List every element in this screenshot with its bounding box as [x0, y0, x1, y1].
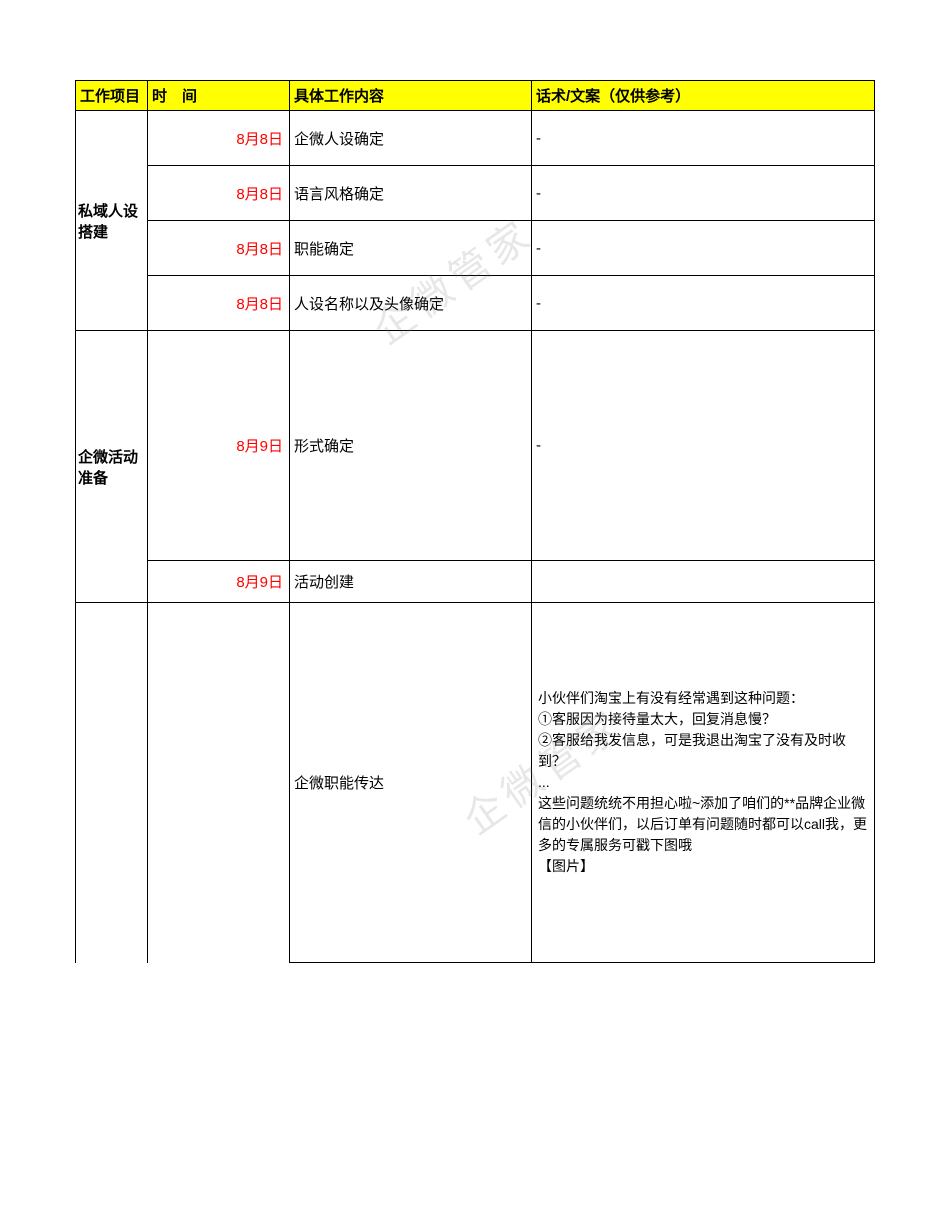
date-cell: 8月8日: [148, 276, 290, 331]
table-row: 8月8日 职能确定 -: [76, 221, 875, 276]
table-row: 企微职能传达 小伙伴们淘宝上有没有经常遇到这种问题：①客服因为接待量太大，回复消…: [76, 603, 875, 963]
content-cell: 职能确定: [290, 221, 532, 276]
table-row: 8月9日 活动创建: [76, 561, 875, 603]
content-cell: 活动创建: [290, 561, 532, 603]
work-plan-table: 工作项目 时 间 具体工作内容 话术/文案（仅供参考） 私域人设搭建 8月8日 …: [75, 80, 875, 963]
table-header-row: 工作项目 时 间 具体工作内容 话术/文案（仅供参考）: [76, 81, 875, 111]
script-cell: [532, 561, 875, 603]
project-cell: [76, 603, 148, 963]
date-cell: 8月8日: [148, 221, 290, 276]
content-cell: 形式确定: [290, 331, 532, 561]
script-cell: -: [532, 276, 875, 331]
script-cell: -: [532, 111, 875, 166]
date-cell: 8月9日: [148, 561, 290, 603]
content-cell: 企微人设确定: [290, 111, 532, 166]
date-cell: 8月8日: [148, 111, 290, 166]
table-row: 企微活动准备 8月9日 形式确定 -: [76, 331, 875, 561]
date-cell: 8月8日: [148, 166, 290, 221]
script-cell: -: [532, 166, 875, 221]
header-script: 话术/文案（仅供参考）: [532, 81, 875, 111]
header-project: 工作项目: [76, 81, 148, 111]
table-row: 私域人设搭建 8月8日 企微人设确定 -: [76, 111, 875, 166]
project-cell: 企微活动准备: [76, 331, 148, 603]
content-cell: 人设名称以及头像确定: [290, 276, 532, 331]
content-cell: 企微职能传达: [290, 603, 532, 963]
table-row: 8月8日 语言风格确定 -: [76, 166, 875, 221]
table-row: 8月8日 人设名称以及头像确定 -: [76, 276, 875, 331]
header-time: 时 间: [148, 81, 290, 111]
date-cell: 8月9日: [148, 331, 290, 561]
project-cell: 私域人设搭建: [76, 111, 148, 331]
script-cell: -: [532, 331, 875, 561]
content-cell: 语言风格确定: [290, 166, 532, 221]
header-content: 具体工作内容: [290, 81, 532, 111]
script-cell: 小伙伴们淘宝上有没有经常遇到这种问题：①客服因为接待量太大，回复消息慢？②客服给…: [532, 603, 875, 963]
script-cell: -: [532, 221, 875, 276]
date-cell: [148, 603, 290, 963]
